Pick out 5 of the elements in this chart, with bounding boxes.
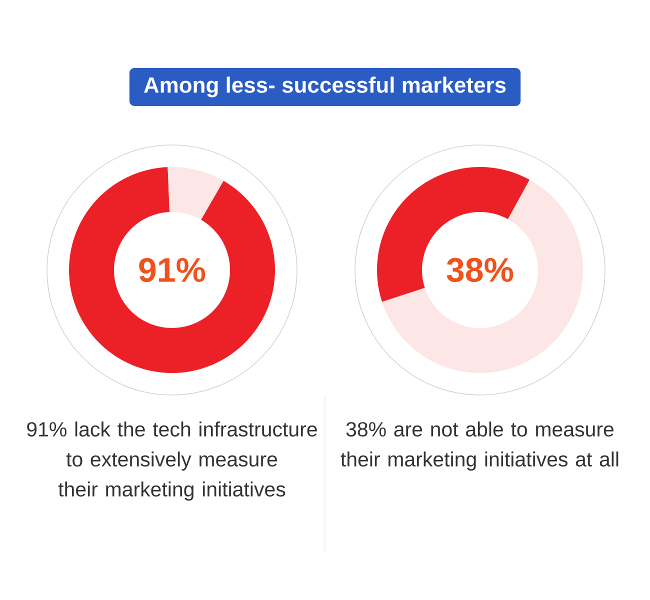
text: 38% are not able to measure their marketing initiatives at all bbox=[340, 422, 618, 471]
data-label: 38% bbox=[446, 258, 514, 282]
data-label: 91% bbox=[139, 258, 206, 282]
text: 91% lack the tech infrastructure to extensively measure their marketing initiatives bbox=[27, 422, 317, 501]
text: Among less- successful marketers bbox=[144, 76, 506, 98]
